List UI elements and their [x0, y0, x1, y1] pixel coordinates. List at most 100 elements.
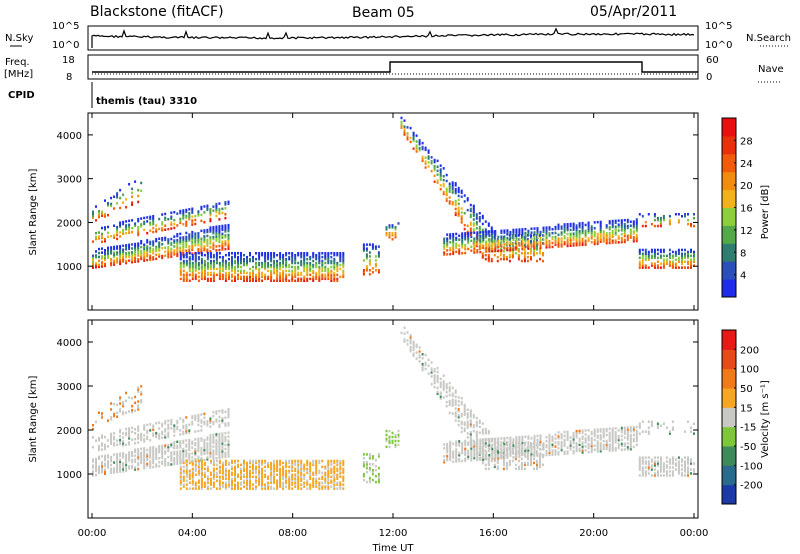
- echo-cell: [197, 239, 200, 243]
- echo-cell: [209, 238, 212, 241]
- echo-cell: [371, 455, 374, 458]
- echo-cell: [164, 250, 167, 253]
- echo-cell: [152, 449, 155, 453]
- echo-cell: [397, 222, 400, 225]
- echo-cell: [368, 463, 371, 466]
- echo-cell: [221, 273, 224, 277]
- echo-cell: [554, 239, 557, 243]
- echo-cell: [128, 427, 131, 430]
- echo-cell: [554, 451, 557, 454]
- echo-cell: [318, 275, 321, 279]
- echo-cell: [188, 245, 191, 248]
- echo-cell: [681, 474, 683, 477]
- echo-cell: [128, 223, 131, 227]
- echo-cell: [605, 240, 608, 243]
- echo-cell: [221, 226, 224, 230]
- echo-cell: [267, 277, 270, 281]
- echo-cell: [143, 245, 146, 248]
- echo-cell: [285, 273, 288, 277]
- echo-cell: [212, 259, 215, 263]
- echo-cell: [500, 229, 503, 233]
- echo-cell: [282, 461, 285, 465]
- echo-cell: [224, 234, 227, 237]
- echo-cell: [218, 265, 221, 269]
- echo-cell: [137, 233, 140, 237]
- echo-cell: [418, 147, 421, 150]
- echo-cell: [596, 446, 599, 449]
- echo-cell: [161, 432, 164, 436]
- echo-cell: [231, 252, 233, 255]
- echo-cell: [170, 451, 173, 454]
- echo-cell: [693, 422, 695, 425]
- echo-cell: [221, 411, 224, 414]
- echo-cell: [617, 241, 620, 244]
- echo-cell: [315, 261, 318, 265]
- echo-cell: [273, 475, 276, 478]
- echo-cell: [203, 239, 206, 242]
- echo-cell: [458, 458, 461, 461]
- echo-cell: [605, 238, 608, 241]
- echo-cell: [285, 265, 288, 269]
- echo-cell: [448, 385, 451, 389]
- echo-cell: [506, 239, 509, 242]
- echo-cell: [212, 441, 215, 444]
- echo-cell: [524, 449, 527, 452]
- echo-cell: [446, 243, 449, 246]
- echo-cell: [113, 245, 116, 249]
- echo-cell: [524, 231, 527, 235]
- echo-cell: [273, 269, 276, 273]
- echo-cell: [231, 485, 233, 488]
- echo-cell: [342, 269, 345, 273]
- echo-cell: [497, 441, 500, 444]
- echo-cell: [143, 216, 146, 220]
- echo-cell: [288, 279, 291, 282]
- echo-cell: [176, 234, 179, 238]
- echo-cell: [291, 265, 294, 269]
- echo-cell: [536, 240, 539, 244]
- echo-cell: [336, 261, 339, 265]
- echo-cell: [551, 228, 554, 231]
- echo-cell: [464, 232, 467, 235]
- echo-cell: [206, 477, 209, 480]
- echo-cell: [255, 279, 257, 282]
- echo-cell: [104, 258, 106, 262]
- echo-cell: [182, 273, 185, 277]
- echo-cell: [200, 252, 203, 255]
- echo-cell: [505, 463, 508, 467]
- echo-cell: [687, 474, 689, 477]
- echo-cell: [505, 465, 508, 469]
- echo-cell: [246, 261, 248, 265]
- echo-cell: [674, 254, 677, 258]
- echo-cell: [297, 277, 300, 281]
- echo-cell: [333, 459, 336, 463]
- echo-cell: [231, 255, 233, 259]
- echo-cell: [415, 148, 418, 151]
- echo-cell: [464, 441, 467, 445]
- echo-cell: [234, 275, 236, 279]
- echo-cell: [490, 226, 493, 229]
- echo-cell: [539, 463, 541, 467]
- echo-cell: [188, 471, 191, 475]
- echo-cell: [469, 207, 472, 211]
- echo-cell: [605, 236, 608, 239]
- echo-cell: [439, 393, 442, 396]
- echo-cell: [125, 467, 128, 471]
- echo-cell: [152, 258, 155, 261]
- echo-cell: [209, 471, 212, 475]
- echo-cell: [155, 455, 158, 458]
- echo-cell: [333, 253, 336, 257]
- echo-cell: [203, 229, 206, 232]
- echo-cell: [533, 243, 536, 246]
- echo-cell: [273, 473, 276, 476]
- echo-cell: [155, 449, 158, 452]
- echo-cell: [403, 131, 406, 134]
- echo-cell: [309, 265, 312, 269]
- echo-cell: [273, 479, 276, 482]
- echo-cell: [128, 455, 131, 458]
- echo-cell: [433, 381, 436, 385]
- echo-cell: [246, 275, 248, 279]
- echo-cell: [460, 430, 463, 434]
- echo-cell: [276, 261, 279, 265]
- echo-cell: [119, 248, 122, 252]
- echo-cell: [261, 261, 264, 265]
